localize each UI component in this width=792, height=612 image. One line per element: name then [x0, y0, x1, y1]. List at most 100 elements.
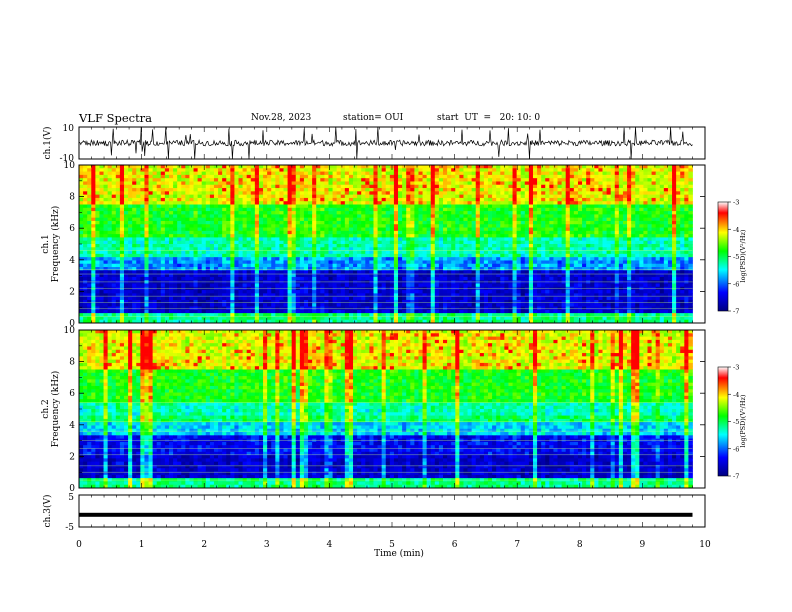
spectrogram-cell [177, 214, 182, 219]
spectrogram-cell [103, 270, 109, 275]
spectrogram-cell [87, 197, 92, 202]
spectrogram-cell [209, 240, 215, 245]
spectrogram-cell [381, 171, 387, 176]
spectrogram-cell [115, 178, 121, 182]
spectrogram-cell [197, 260, 203, 265]
spectrogram-cell [385, 230, 391, 235]
spectrogram-cell [512, 211, 518, 215]
spectrogram-cell [348, 191, 354, 196]
spectrogram-cell [250, 234, 256, 238]
spectrogram-cell [385, 188, 391, 192]
spectrogram-cell [553, 191, 558, 196]
spectrogram-cell [557, 201, 562, 205]
spectrogram-cell [434, 204, 440, 209]
spectrogram-cell [308, 214, 313, 219]
spectrogram-cell [348, 211, 354, 215]
spectrogram-cell [357, 253, 362, 258]
spectrogram-cell [373, 240, 378, 245]
spectrogram-cell [561, 244, 567, 248]
spectrogram-cell [532, 184, 538, 189]
spectrogram-cell [622, 260, 628, 265]
spectrogram-cell [532, 165, 538, 169]
spectrogram-cell [398, 260, 403, 265]
spectrogram-cell [602, 184, 607, 189]
spectrogram-cell [95, 184, 100, 189]
spectrogram-cell [389, 247, 395, 251]
spectrogram-cell [373, 257, 378, 261]
spectrogram-cell [643, 188, 648, 192]
spectrogram-cell [680, 224, 685, 228]
spectrogram-cell [275, 263, 280, 268]
spectrogram-cell [537, 191, 542, 196]
spectrogram-cell [590, 257, 595, 261]
spectrogram-cell [418, 194, 423, 199]
spectrogram-cell [373, 165, 378, 169]
spectrogram-cell [189, 250, 194, 255]
spectrogram-cell [602, 260, 607, 265]
spectrogram-cell [332, 263, 338, 268]
spectrogram-cell [336, 257, 342, 261]
spectrogram-cell [438, 257, 444, 261]
spectrogram-cell [205, 220, 211, 225]
spectrogram-cell [500, 207, 505, 212]
spectrogram-cell [381, 260, 387, 265]
spectrogram-cell [267, 227, 272, 232]
spectrogram-cell [340, 168, 346, 172]
spectrogram-cell [324, 224, 329, 228]
spectrogram-cell [291, 178, 297, 182]
spectrogram-cell [234, 174, 239, 179]
spectrogram-cell [373, 214, 378, 219]
spectrogram-cell [430, 168, 436, 172]
spectrogram-cell [357, 174, 362, 179]
spectrogram-cell [402, 270, 407, 275]
spectrogram-cell [614, 174, 620, 179]
spectrogram-cell [434, 174, 440, 179]
spectrogram-cell [402, 171, 407, 176]
spectrogram-cell [103, 237, 109, 242]
spectrogram-cell [230, 267, 235, 271]
spectrogram-cell [483, 165, 489, 169]
spectrogram-cell [250, 247, 256, 251]
spectrogram-cell [483, 260, 489, 265]
spectrogram-cell [622, 168, 628, 172]
spectrogram-cell [500, 234, 505, 238]
spectrogram-cell [590, 267, 595, 271]
spectrogram-cell [160, 224, 166, 228]
spectrogram-cell [205, 211, 211, 215]
spectrogram-cell [410, 217, 415, 222]
spectrogram-cell [459, 188, 464, 192]
spectrogram-cell [443, 191, 448, 196]
spectrogram-cell [385, 234, 391, 238]
spectrogram-cell [91, 188, 96, 192]
spectrogram-cell [532, 227, 538, 232]
spectrogram-cell [565, 260, 571, 265]
spectrogram-cell [267, 201, 272, 205]
spectrogram-cell [320, 214, 325, 219]
spectrogram-cell [205, 257, 211, 261]
spectrogram-cell [577, 230, 583, 235]
spectrogram-cell [614, 204, 620, 209]
spectrogram-cell [250, 191, 256, 196]
spectrogram-cell [622, 174, 628, 179]
spectrogram-cell [344, 191, 350, 196]
spectrogram-cell [467, 204, 473, 209]
spectrogram-cell [598, 214, 603, 219]
spectrogram-cell [475, 247, 481, 251]
spectrogram-cell [410, 247, 415, 251]
spectrogram-cell [234, 247, 239, 251]
spectrogram-cell [672, 165, 677, 169]
spectrogram-cell [79, 253, 84, 258]
spectrogram-cell [152, 214, 158, 219]
spectrogram-cell [520, 263, 526, 268]
spectrogram-cell [336, 237, 342, 242]
spectrogram-cell [119, 234, 125, 238]
spectrogram-cell [557, 217, 562, 222]
spectrogram-cell [635, 191, 640, 196]
spectrogram-cell [500, 257, 505, 261]
spectrogram-cell [140, 220, 145, 225]
spectrogram-cell [95, 168, 100, 172]
spectrogram-cell [222, 201, 227, 205]
spectrogram-cell [79, 263, 84, 268]
spectrogram-cell [500, 253, 505, 258]
spectrogram-cell [389, 191, 395, 196]
